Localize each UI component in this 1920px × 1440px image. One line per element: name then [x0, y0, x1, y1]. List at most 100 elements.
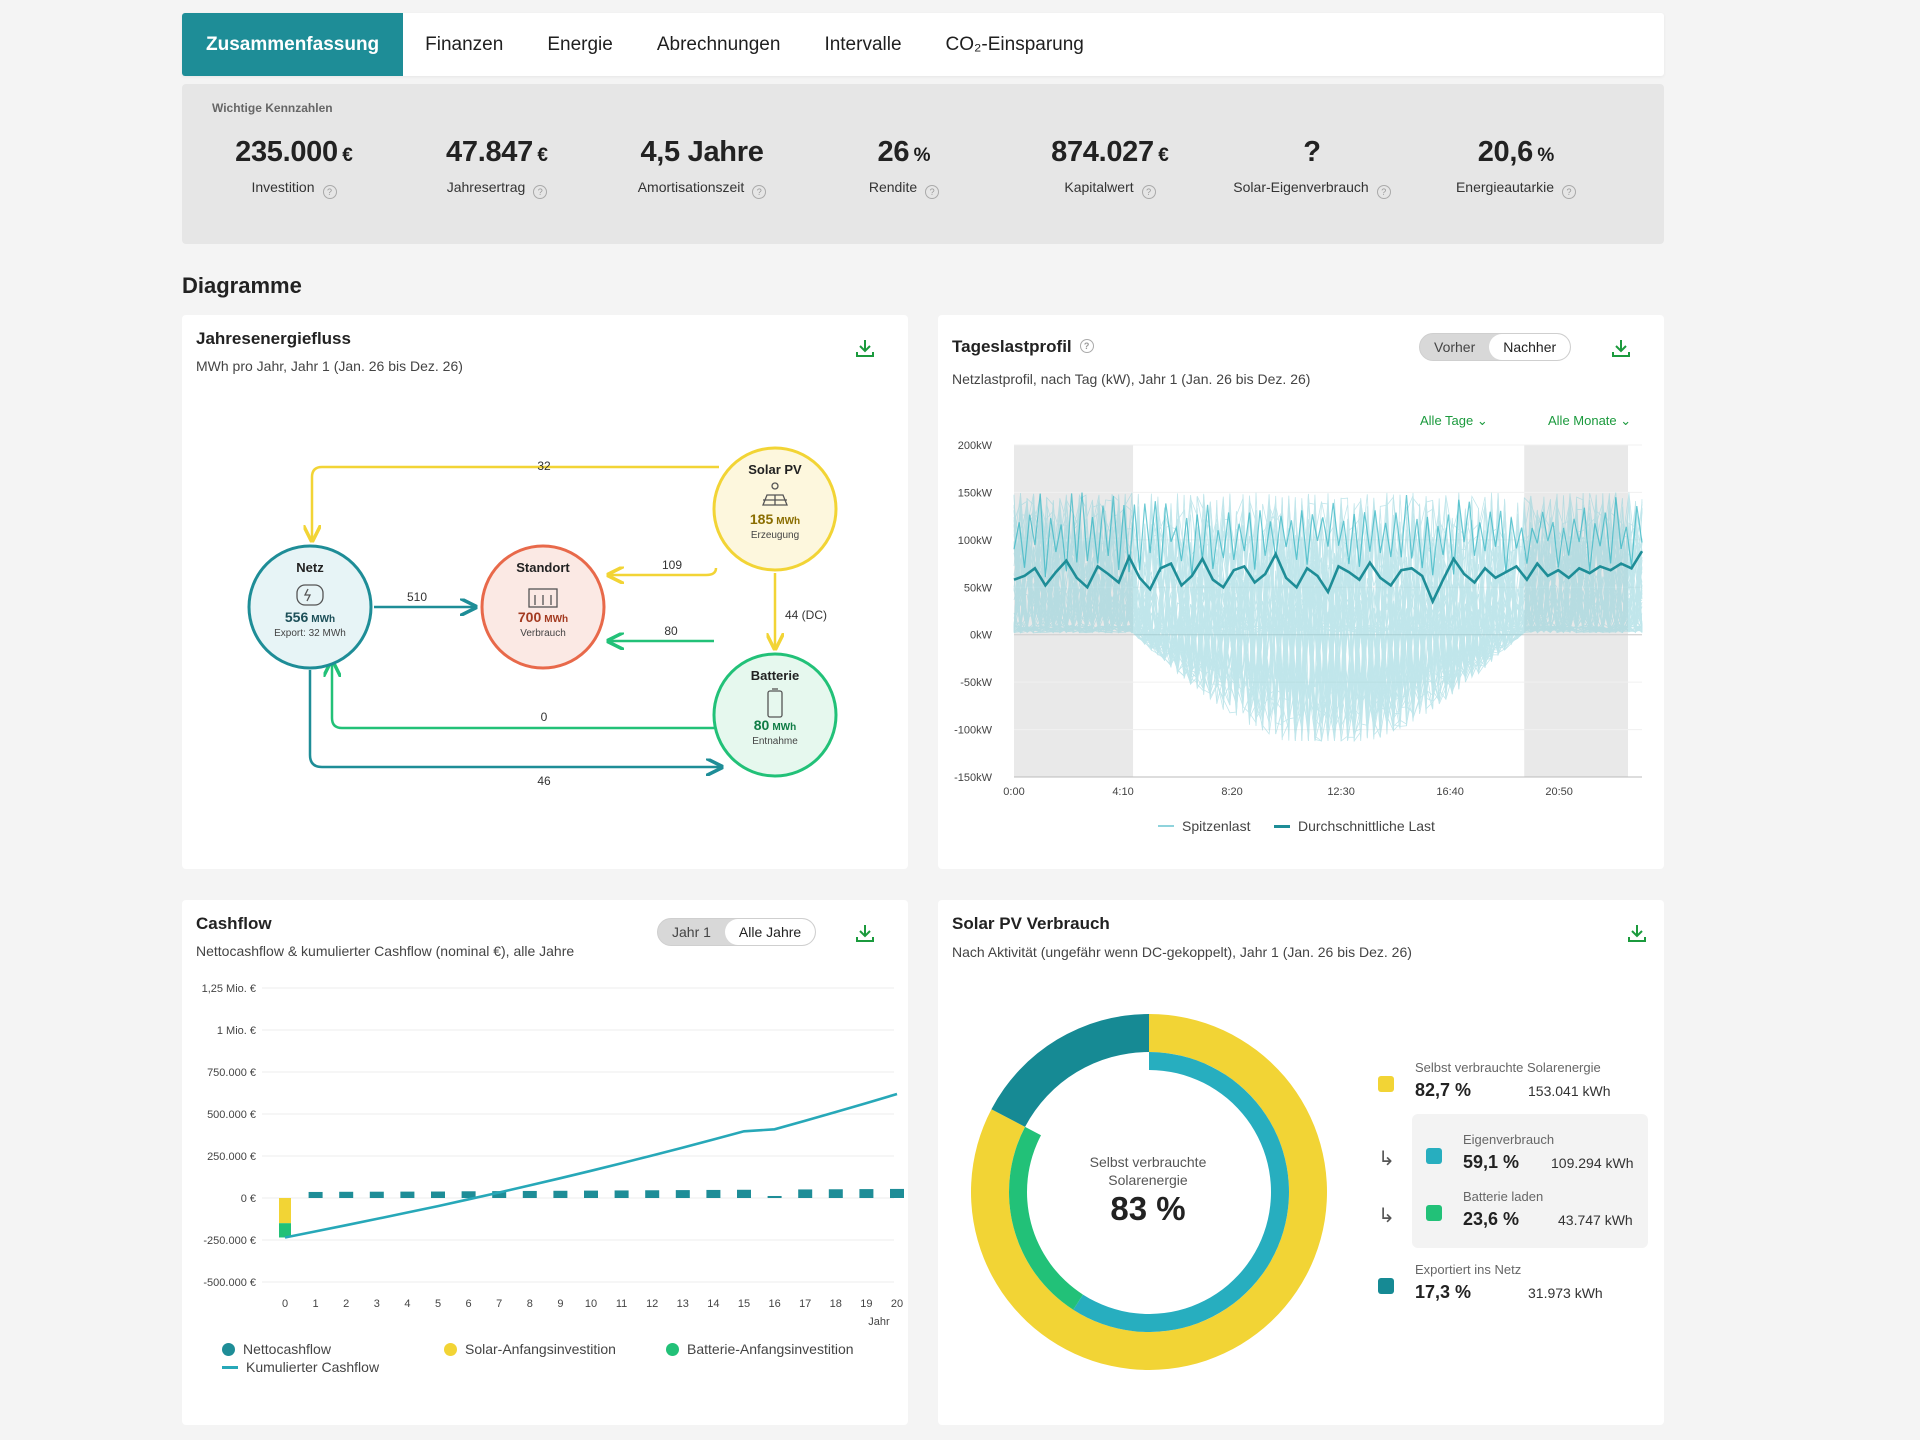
- months-dropdown[interactable]: Alle Monate ⌄: [1548, 413, 1632, 428]
- x-tick: 15: [738, 1298, 750, 1310]
- flow-value: 46: [537, 774, 551, 788]
- node-name: Solar PV: [748, 462, 802, 477]
- sub-arrow-icon: ↳: [1378, 1205, 1395, 1227]
- bar-nettocashflow: [890, 1188, 904, 1198]
- x-tick: 16: [768, 1298, 780, 1310]
- legend-batterie-invest: Batterie-Anfangsinvestition: [666, 1341, 854, 1357]
- x-tick: 13: [677, 1298, 689, 1310]
- y-tick: 0kW: [970, 630, 993, 642]
- chevron-down-icon: ⌄: [1476, 413, 1488, 428]
- bar-nettocashflow: [308, 1191, 323, 1198]
- x-tick: 1: [313, 1298, 319, 1310]
- legend-subgroup-bg: [1412, 1114, 1648, 1248]
- solar-icon: [762, 482, 788, 506]
- y-tick: 100kW: [958, 535, 993, 547]
- durchschnitt-line: [1013, 550, 1644, 605]
- kpi-label: Investition: [251, 179, 315, 195]
- tab-zusammenfassung[interactable]: Zusammenfassung: [182, 13, 404, 76]
- node-circle: [247, 544, 373, 670]
- bar-nettocashflow: [645, 1190, 660, 1198]
- bar-nettocashflow: [828, 1189, 843, 1198]
- bar-nettocashflow: [737, 1189, 751, 1198]
- tab-bar: Zusammenfassung Finanzen Energie Abrechn…: [182, 13, 1664, 76]
- x-tick: 0: [282, 1298, 288, 1310]
- energy-flow-card: Jahresenergiefluss MWh pro Jahr, Jahr 1 …: [182, 315, 908, 869]
- download-icon[interactable]: [854, 922, 876, 944]
- year-toggle: Jahr 1 Alle Jahre: [657, 918, 817, 946]
- toggle-vorher[interactable]: Vorher: [1434, 339, 1476, 355]
- legend-swatch: [1426, 1205, 1442, 1221]
- kpi-value: 4,5 Jahre: [640, 136, 764, 168]
- help-icon[interactable]: ?: [1141, 184, 1156, 199]
- spitzenlast-line: [1013, 492, 1643, 578]
- kpi-label: Kapitalwert: [1064, 179, 1134, 195]
- toggle-jahr1[interactable]: Jahr 1: [672, 924, 711, 940]
- bar-nettocashflow: [798, 1189, 813, 1198]
- help-icon[interactable]: ?: [752, 184, 767, 199]
- bar-nettocashflow: [492, 1191, 507, 1198]
- tab-finanzen[interactable]: Finanzen: [425, 33, 504, 55]
- node-value-number: 80: [754, 717, 770, 733]
- y-tick: 500.000 €: [207, 1109, 256, 1121]
- x-tick: 18: [830, 1298, 842, 1310]
- donut-outer-exported: [991, 1014, 1149, 1127]
- bar-nettocashflow: [339, 1191, 354, 1198]
- tab-intervalle[interactable]: Intervalle: [824, 33, 902, 55]
- batterie-icon: [767, 688, 783, 718]
- x-tick: 16:40: [1436, 786, 1464, 798]
- x-tick: 14: [707, 1298, 719, 1310]
- card-title: Solar PV Verbrauch: [952, 914, 1110, 933]
- x-tick: 8: [527, 1298, 533, 1310]
- kpi-value: 47.847 €: [446, 136, 548, 168]
- flow-value: 44 (DC): [785, 608, 827, 622]
- legend-kumuliert: Kumulierter Cashflow: [222, 1359, 379, 1375]
- daily-profile-line: [1013, 493, 1643, 742]
- node-value-number: 185: [750, 511, 774, 527]
- help-icon[interactable]: ?: [1079, 338, 1094, 353]
- x-tick: 3: [374, 1298, 380, 1310]
- x-tick: 20: [891, 1298, 903, 1310]
- kpi-label: Solar-Eigenverbrauch: [1233, 179, 1369, 195]
- help-icon[interactable]: ?: [925, 184, 940, 199]
- node-circle: [712, 652, 838, 778]
- help-icon[interactable]: ?: [1562, 184, 1577, 199]
- kpi-solar-eigenverbrauch: ? Solar-Eigenverbrauch?: [1212, 136, 1412, 199]
- flow-value: 32: [537, 459, 551, 473]
- bar-nettocashflow: [614, 1190, 629, 1198]
- download-icon[interactable]: [854, 337, 876, 359]
- before-after-toggle: Vorher Nachher: [1419, 333, 1572, 361]
- bar-nettocashflow: [553, 1190, 568, 1198]
- node-value: 700 MWh: [518, 609, 568, 625]
- tab-energie[interactable]: Energie: [547, 33, 613, 55]
- flow-netz-batterie: [308, 670, 720, 767]
- x-tick: 11: [616, 1298, 627, 1310]
- help-icon[interactable]: ?: [322, 184, 337, 199]
- y-tick: 0 €: [241, 1193, 256, 1205]
- legend-swatch: [1378, 1076, 1394, 1092]
- node-note: Verbrauch: [520, 628, 566, 639]
- days-dropdown[interactable]: Alle Tage ⌄: [1420, 413, 1488, 428]
- flow-solar-standort: [610, 568, 718, 575]
- node-note: Export: 32 MWh: [274, 628, 346, 639]
- kpi-energieautarkie: 20,6 % Energieautarkie?: [1416, 136, 1616, 199]
- toggle-alle-jahre[interactable]: Alle Jahre: [724, 919, 816, 945]
- x-tick: 7: [496, 1298, 502, 1310]
- x-tick: 5: [435, 1298, 441, 1310]
- node-value: 185 MWh: [750, 511, 800, 527]
- download-icon[interactable]: [1610, 337, 1632, 359]
- legend-spitzenlast: Spitzenlast: [1158, 818, 1250, 834]
- node-note: Entnahme: [752, 736, 798, 747]
- bar-nettocashflow: [706, 1189, 721, 1198]
- tab-abrechnungen[interactable]: Abrechnungen: [656, 33, 781, 55]
- help-icon[interactable]: ?: [533, 184, 548, 199]
- download-icon[interactable]: [1626, 922, 1648, 944]
- toggle-nachher[interactable]: Nachher: [1489, 334, 1571, 360]
- flow-batterie-netz: [332, 663, 715, 730]
- node-circle: [712, 446, 838, 572]
- kpi-label: Energieautarkie: [1455, 179, 1555, 195]
- tab-co2-einsparung[interactable]: CO₂-Einsparung: [945, 33, 1084, 55]
- node-batterie: Batterie 80 MWh Entnahme: [712, 652, 838, 778]
- x-tick: 4: [404, 1298, 410, 1310]
- help-icon[interactable]: ?: [1376, 184, 1391, 199]
